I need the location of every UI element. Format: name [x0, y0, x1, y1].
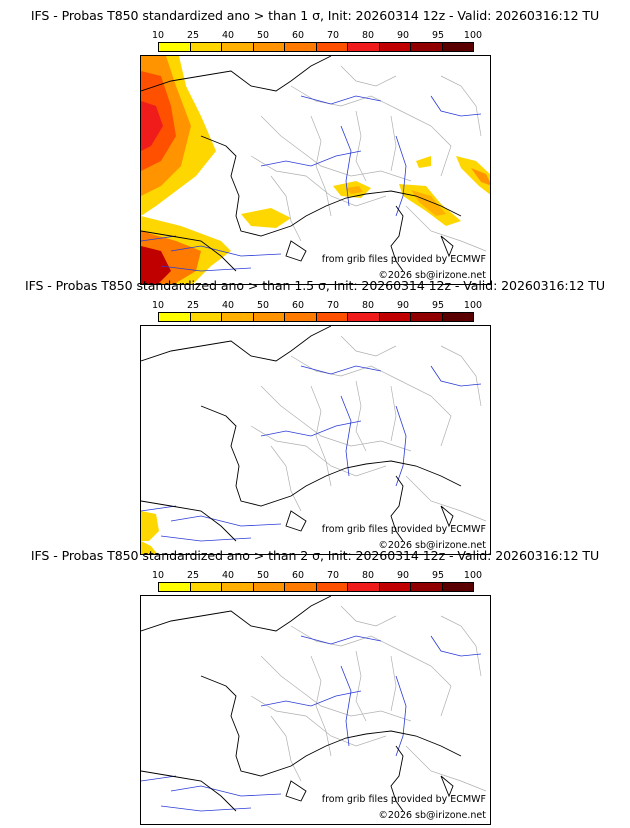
admin-borders	[250, 605, 487, 792]
map-svg	[141, 326, 487, 554]
map: from grib files provided by ECMWF ©2026 …	[140, 325, 491, 555]
probability-shading	[141, 56, 490, 284]
legend-tick: 80	[361, 300, 375, 311]
legend-swatch	[190, 583, 222, 591]
credit-copyright: ©2026 sb@irizone.net	[378, 270, 486, 281]
panel-2: IFS - Probas T850 standardized ano > tha…	[0, 278, 630, 555]
legend-swatch	[442, 583, 473, 591]
panel-title: IFS - Probas T850 standardized ano > tha…	[30, 548, 600, 563]
legend-tick: 10	[151, 30, 165, 41]
legend-tick: 100	[463, 30, 483, 41]
panel-1: IFS - Probas T850 standardized ano > tha…	[0, 8, 630, 285]
credit-copyright: ©2026 sb@irizone.net	[378, 810, 486, 821]
rivers	[141, 635, 482, 812]
credit-source: from grib files provided by ECMWF	[321, 524, 486, 535]
legend-tick: 70	[326, 300, 340, 311]
legend-swatch	[442, 43, 473, 51]
legend-labels: 10 25 40 50 60 70 80 90 95 100	[150, 300, 490, 312]
legend-tick: 100	[463, 570, 483, 581]
legend-swatch	[190, 313, 222, 321]
legend-tick: 50	[256, 300, 270, 311]
legend-swatch	[348, 583, 380, 591]
legend-tick: 60	[291, 300, 305, 311]
panel-3: IFS - Probas T850 standardized ano > tha…	[0, 548, 630, 825]
legend-swatch	[222, 313, 254, 321]
legend-swatch	[285, 313, 317, 321]
legend-swatch	[348, 313, 380, 321]
legend-swatch	[411, 583, 443, 591]
rivers	[141, 365, 482, 542]
legend-tick: 95	[431, 30, 445, 41]
legend-tick: 50	[256, 30, 270, 41]
legend-swatch	[348, 43, 380, 51]
legend-labels: 10 25 40 50 60 70 80 90 95 100	[150, 30, 490, 42]
legend-tick: 25	[186, 300, 200, 311]
probability-shading	[141, 511, 159, 554]
legend-colorbar	[158, 312, 474, 322]
legend-swatch	[159, 313, 191, 321]
credit-source: from grib files provided by ECMWF	[321, 794, 486, 805]
legend-swatch	[285, 43, 317, 51]
map-svg	[141, 56, 490, 284]
legend-tick: 80	[361, 30, 375, 41]
admin-borders	[250, 65, 487, 252]
legend-colorbar	[158, 582, 474, 592]
legend-swatch	[253, 583, 285, 591]
rivers	[141, 95, 482, 272]
legend-swatch	[379, 43, 411, 51]
legend-swatch	[253, 43, 285, 51]
legend-labels: 10 25 40 50 60 70 80 90 95 100	[150, 570, 490, 582]
legend-swatch	[159, 583, 191, 591]
legend-swatch	[222, 583, 254, 591]
legend-swatch	[190, 43, 222, 51]
legend-tick: 40	[221, 300, 235, 311]
legend-colorbar	[158, 42, 474, 52]
coastlines	[141, 326, 462, 542]
legend-swatch	[285, 583, 317, 591]
legend-tick: 40	[221, 30, 235, 41]
credit-copyright: ©2026 sb@irizone.net	[378, 540, 486, 551]
legend-tick: 10	[151, 570, 165, 581]
legend-swatch	[379, 583, 411, 591]
panel-title: IFS - Probas T850 standardized ano > tha…	[24, 278, 606, 293]
legend-tick: 90	[396, 30, 410, 41]
legend-tick: 40	[221, 570, 235, 581]
legend-swatch	[316, 43, 348, 51]
legend-tick: 100	[463, 300, 483, 311]
legend-tick: 25	[186, 570, 200, 581]
panel-title: IFS - Probas T850 standardized ano > tha…	[30, 8, 600, 23]
legend-tick: 90	[396, 300, 410, 311]
coastlines	[141, 56, 462, 272]
credit-source: from grib files provided by ECMWF	[321, 254, 486, 265]
legend-tick: 70	[326, 30, 340, 41]
legend-swatch	[316, 583, 348, 591]
legend-tick: 50	[256, 570, 270, 581]
legend-tick: 95	[431, 300, 445, 311]
legend-swatch	[159, 43, 191, 51]
legend-swatch	[316, 313, 348, 321]
map: from grib files provided by ECMWF ©2026 …	[140, 595, 491, 825]
legend-swatch	[253, 313, 285, 321]
legend-swatch	[222, 43, 254, 51]
legend-swatch	[411, 43, 443, 51]
map-svg	[141, 596, 487, 812]
legend-tick: 95	[431, 570, 445, 581]
legend-tick: 10	[151, 300, 165, 311]
map: from grib files provided by ECMWF ©2026 …	[140, 55, 491, 285]
legend-swatch	[411, 313, 443, 321]
legend-swatch	[379, 313, 411, 321]
legend-tick: 80	[361, 570, 375, 581]
legend-tick: 70	[326, 570, 340, 581]
coastlines	[141, 596, 462, 812]
legend-tick: 60	[291, 30, 305, 41]
legend-tick: 60	[291, 570, 305, 581]
legend-tick: 25	[186, 30, 200, 41]
legend-swatch	[442, 313, 473, 321]
legend-tick: 90	[396, 570, 410, 581]
admin-borders	[250, 335, 487, 522]
